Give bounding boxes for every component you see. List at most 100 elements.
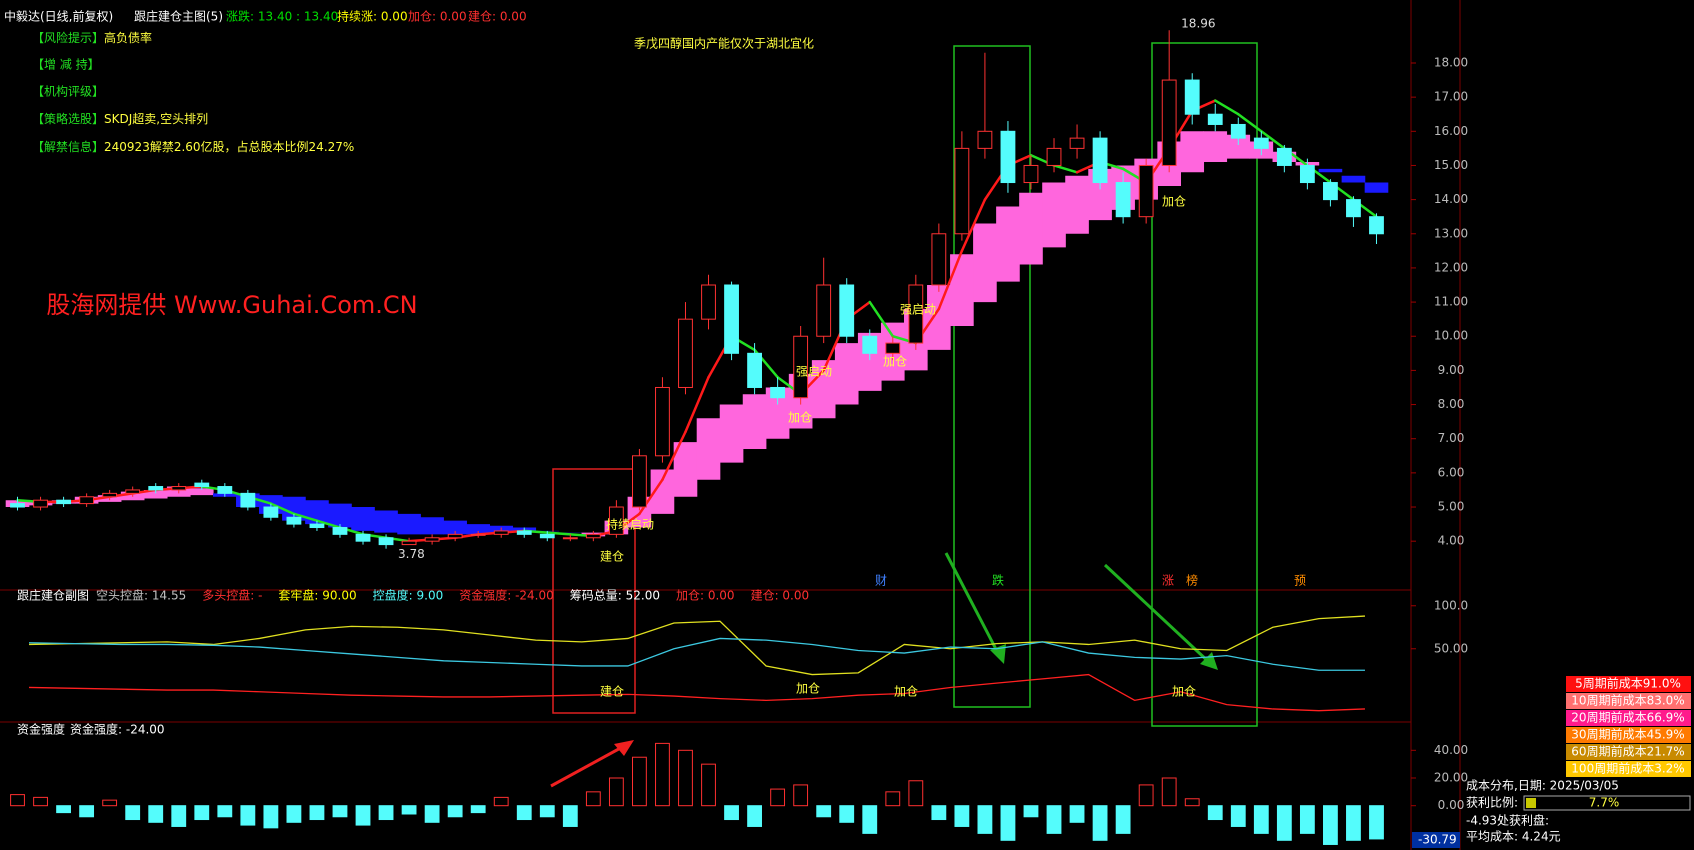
- cost-row: [1566, 727, 1691, 743]
- candle-body: [608, 506, 624, 535]
- bar: [701, 763, 716, 807]
- info-text: SKDJ超卖,空头排列: [104, 111, 208, 126]
- candle-body: [1299, 164, 1315, 184]
- bar: [1046, 805, 1062, 834]
- bar: [148, 805, 164, 823]
- candle-body: [747, 352, 762, 388]
- panel-title: 资金强度: [17, 722, 65, 737]
- candle-body: [79, 496, 95, 505]
- y-tick-label: 100.0: [1434, 598, 1468, 612]
- y-tick-label: 14.00: [1434, 192, 1468, 206]
- event: 预: [1294, 574, 1306, 588]
- candle-body: [931, 233, 947, 286]
- bar: [1161, 777, 1177, 807]
- y-tick-label: 40.00: [1434, 743, 1468, 757]
- candle-body: [1346, 199, 1361, 218]
- y-tick-label: 11.00: [1434, 295, 1468, 309]
- candle-body: [1000, 130, 1016, 184]
- candle-body: [1138, 164, 1154, 218]
- bar: [102, 799, 118, 807]
- cost-row: [1566, 676, 1691, 692]
- bar: [263, 805, 279, 829]
- candle-body: [102, 492, 118, 498]
- info-tag: 【策略选股】: [32, 111, 104, 126]
- bar: [194, 805, 210, 821]
- bar: [1092, 805, 1108, 841]
- bar: [608, 777, 624, 807]
- signal: 加仓: [796, 682, 820, 696]
- arrow: [944, 552, 1001, 656]
- signal: 强启动: [900, 303, 936, 317]
- candle-body: [1207, 113, 1223, 125]
- bar: [747, 805, 762, 827]
- candle-body: [355, 533, 371, 542]
- candle-body: [194, 482, 210, 488]
- candle-body: [493, 530, 509, 535]
- bar: [10, 794, 25, 807]
- bar: [931, 805, 947, 821]
- ma-line: [960, 198, 987, 253]
- ma-line: [315, 519, 342, 529]
- bar: [862, 805, 878, 834]
- bar: [1115, 805, 1131, 834]
- bar: [539, 805, 555, 818]
- ma-line: [1260, 130, 1286, 150]
- bar: [562, 805, 578, 827]
- y-tick-label: 0.00: [1438, 798, 1465, 812]
- bar: [1369, 805, 1384, 840]
- candle-body: [885, 342, 901, 354]
- bar: [839, 805, 855, 823]
- candle-body: [424, 537, 440, 542]
- bar: [632, 756, 647, 807]
- event: 跌: [992, 573, 1004, 588]
- bar: [678, 749, 693, 807]
- bar: [1023, 805, 1039, 818]
- candle-body: [1023, 164, 1039, 184]
- stock-name: 中毅达(日线,前复权): [4, 9, 113, 24]
- ma-line: [1214, 99, 1240, 116]
- ma-line: [1237, 112, 1263, 133]
- candle-body: [516, 530, 532, 535]
- bar: [1230, 805, 1246, 827]
- bar: [286, 805, 302, 823]
- signal: 加仓: [883, 355, 907, 369]
- bar: [240, 805, 256, 826]
- panel-title: 跟庄建仓副图: [17, 588, 89, 603]
- y-tick-label: 12.00: [1434, 260, 1468, 274]
- bar: [309, 805, 325, 821]
- y-tick-label: 16.00: [1434, 124, 1468, 138]
- axis-marker: -30.79: [1418, 833, 1457, 847]
- bar: [585, 791, 601, 807]
- candle-body: [585, 533, 601, 539]
- readout: 资金强度: -24.00: [459, 588, 554, 603]
- highlight-box: [953, 45, 1031, 708]
- y-tick-label: 4.00: [1438, 534, 1465, 548]
- candle-body: [701, 284, 716, 320]
- cost-row: [1566, 761, 1691, 777]
- candle-body: [632, 455, 647, 508]
- profit-fill: [1526, 798, 1536, 808]
- candle-body: [378, 537, 394, 546]
- signal: 持续启动: [606, 517, 654, 532]
- candle-body: [1369, 216, 1384, 235]
- cost-row-label: 100周期前成本3.2%: [1571, 761, 1684, 776]
- bar: [355, 805, 371, 826]
- y-tick-label: 6.00: [1438, 465, 1465, 479]
- y-tick-label: 8.00: [1438, 397, 1465, 411]
- signal: 加仓: [1172, 685, 1196, 699]
- bar: [1138, 784, 1154, 807]
- readout: 涨跌: 13.40 : 13.40: [226, 9, 338, 24]
- bar: [171, 805, 187, 827]
- candle-body: [1323, 182, 1338, 201]
- readout: 筹码总量: 52.00: [570, 589, 660, 603]
- cost-row-label: 30周期前成本45.9%: [1571, 727, 1684, 742]
- ma-line: [868, 300, 895, 338]
- signal: 建仓: [600, 685, 624, 699]
- bar: [516, 805, 532, 821]
- bar: [908, 780, 924, 807]
- bar: [1000, 805, 1016, 841]
- bar: [378, 805, 394, 821]
- bar: [493, 796, 509, 807]
